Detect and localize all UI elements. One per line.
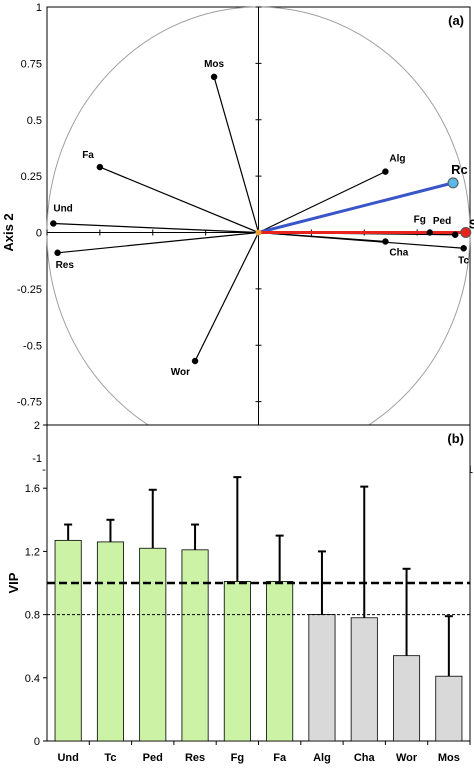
vector-rc bbox=[258, 181, 454, 234]
bar-tc bbox=[96, 541, 124, 742]
point-label-si: SI bbox=[469, 217, 474, 232]
bar-cha bbox=[350, 617, 378, 742]
bar-alg bbox=[308, 614, 336, 742]
panel-a-correlation-circle: -1-0.75-0.5-0.2500.250.50.751-1-0.75-0.5… bbox=[1, 2, 474, 485]
category-label-ped: Ped bbox=[143, 752, 163, 764]
bar-fg bbox=[223, 581, 251, 742]
category-label-und: Und bbox=[57, 752, 78, 764]
category-label-fa: Fa bbox=[273, 752, 287, 764]
vector-alg bbox=[258, 171, 386, 234]
y-tick-label: -1 bbox=[32, 453, 42, 465]
y-tick-label: 0.25 bbox=[21, 171, 42, 183]
panel-label-b: (b) bbox=[447, 431, 464, 446]
bar-wor bbox=[393, 655, 421, 742]
category-label-wor: Wor bbox=[396, 752, 418, 764]
bar-und bbox=[54, 539, 82, 742]
y-tick-label: 0.8 bbox=[25, 610, 40, 622]
y-axis-title: VIP bbox=[6, 572, 21, 593]
point-label-cha: Cha bbox=[389, 248, 408, 259]
point-res bbox=[54, 249, 61, 257]
y-axis-title: Axis 2 bbox=[1, 213, 16, 251]
category-label-res: Res bbox=[185, 752, 205, 764]
point-fg bbox=[426, 229, 434, 236]
y-tick-label: 1.2 bbox=[25, 546, 40, 558]
panel-b-vip-bar-chart: 0 0.4 0.8 1.2 1.6 2 VIP (b) Und Tc Ped Res Fg Fa Alg Ch… bbox=[6, 420, 471, 764]
point-alg bbox=[382, 168, 389, 175]
y-tick-label: 1 bbox=[36, 2, 42, 14]
point-label-tc: Tc bbox=[458, 255, 469, 266]
y-tick-label: 1.6 bbox=[25, 483, 40, 495]
point-label-alg: Alg bbox=[389, 154, 405, 165]
point-label-fa: Fa bbox=[82, 150, 94, 161]
point-label-fg: Fg bbox=[414, 215, 426, 226]
point-wor bbox=[191, 357, 199, 365]
vector-wor bbox=[194, 232, 260, 362]
point-si bbox=[460, 227, 472, 238]
point-rc bbox=[447, 177, 459, 189]
y-tick-label: 0.75 bbox=[21, 58, 42, 70]
point-fa bbox=[96, 163, 104, 171]
y-tick-label: 0 bbox=[34, 736, 40, 748]
origin-point bbox=[255, 229, 262, 236]
y-tick-label: 0.4 bbox=[25, 673, 40, 685]
point-und bbox=[50, 220, 57, 227]
panel-label-a: (a) bbox=[448, 13, 464, 28]
point-ped bbox=[451, 231, 459, 239]
point-label-und: Und bbox=[53, 203, 72, 214]
vector-res bbox=[57, 231, 259, 254]
category-label-cha: Cha bbox=[354, 752, 376, 764]
point-tc bbox=[460, 245, 467, 252]
category-label-fg: Fg bbox=[231, 752, 244, 764]
point-mos bbox=[210, 73, 218, 81]
vector-fa bbox=[99, 166, 259, 234]
y-tick-label: 0.5 bbox=[27, 115, 42, 127]
point-label-rc: Rc bbox=[451, 162, 468, 177]
category-label-alg: Alg bbox=[313, 752, 331, 764]
point-label-res: Res bbox=[56, 260, 75, 271]
point-cha bbox=[382, 238, 389, 245]
y-tick-label: -0.25 bbox=[17, 284, 42, 296]
bar-ped bbox=[139, 547, 167, 742]
y-tick-label: -0.5 bbox=[23, 340, 42, 352]
point-label-wor: Wor bbox=[171, 367, 190, 378]
vector-mos bbox=[213, 76, 260, 233]
point-label-mos: Mos bbox=[204, 59, 224, 70]
vector-tc bbox=[258, 231, 464, 249]
category-label-tc: Tc bbox=[104, 752, 116, 764]
point-label-ped: Ped bbox=[433, 216, 451, 227]
bar-res bbox=[181, 549, 209, 742]
y-tick-label: -0.75 bbox=[17, 397, 42, 409]
category-label-mos: Mos bbox=[438, 752, 460, 764]
y-tick-label: 0 bbox=[36, 228, 42, 240]
y-tick-label: 2 bbox=[34, 420, 40, 432]
bar-fa bbox=[266, 581, 294, 742]
vector-und bbox=[53, 222, 259, 234]
bar-mos bbox=[435, 675, 463, 742]
